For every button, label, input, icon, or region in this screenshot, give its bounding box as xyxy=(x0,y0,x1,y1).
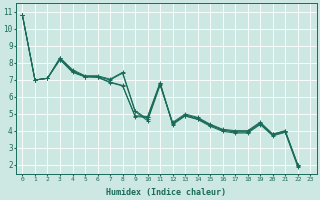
X-axis label: Humidex (Indice chaleur): Humidex (Indice chaleur) xyxy=(106,188,226,197)
